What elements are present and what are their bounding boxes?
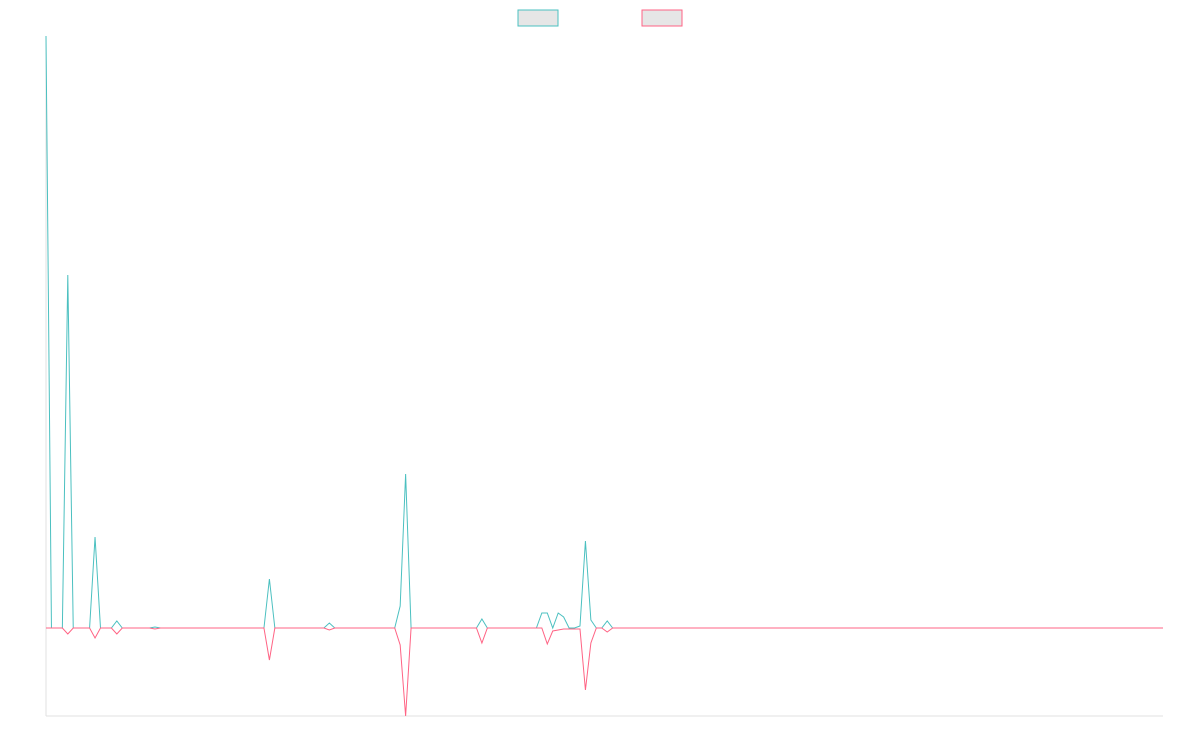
legend-swatch [517,9,559,27]
line-series [45,35,1163,630]
legend-swatch [641,9,683,27]
line-series [46,627,1163,717]
